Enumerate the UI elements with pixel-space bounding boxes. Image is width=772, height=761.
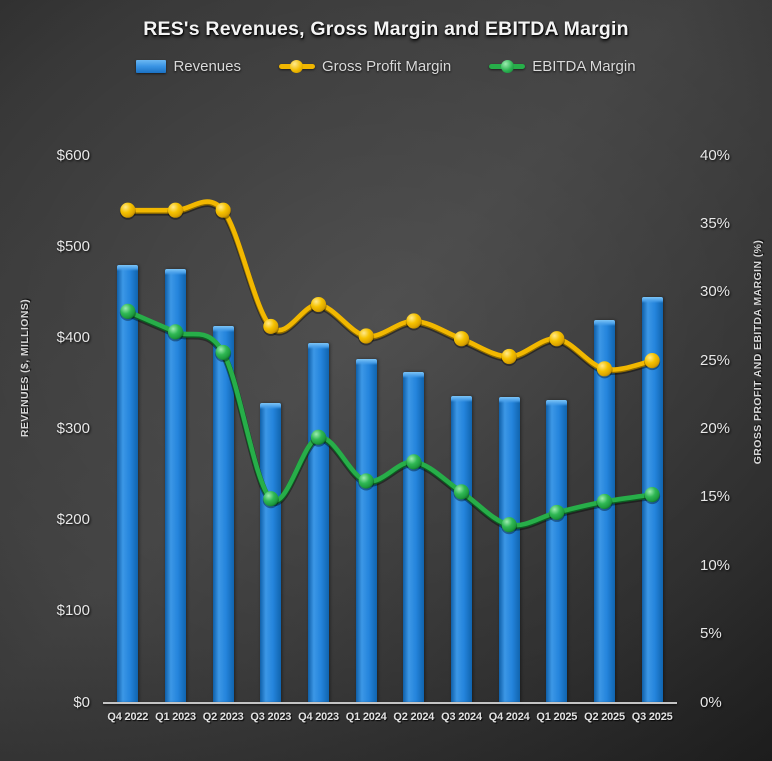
legend-label-gross-profit-margin: Gross Profit Margin	[321, 58, 452, 75]
revenue-bar	[594, 319, 615, 704]
legend-item-revenues: Revenues	[136, 58, 241, 75]
gross-margin-dot-icon	[290, 60, 304, 73]
revenue-bar	[212, 325, 234, 704]
left-axis-tick: $0	[73, 693, 90, 711]
line-marker	[406, 454, 422, 470]
line-marker	[549, 504, 565, 521]
legend-item-ebitda-margin: EBITDA Margin	[489, 58, 636, 75]
right-axis-tick: 15%	[700, 488, 731, 506]
line-marker	[406, 313, 422, 329]
right-axis-tick: 40%	[700, 146, 731, 164]
line-marker	[501, 517, 517, 533]
line-marker	[215, 202, 231, 218]
revenue-bar	[403, 372, 425, 704]
x-axis-label: Q1 2025	[536, 711, 578, 723]
line-marker	[167, 324, 184, 340]
revenues-bar-swatch-icon	[136, 60, 167, 73]
x-axis-label: Q4 2024	[488, 711, 530, 723]
x-axis-label: Q2 2023	[202, 711, 244, 723]
line-marker	[453, 484, 470, 500]
revenue-bar	[165, 269, 186, 704]
x-axis-label: Q3 2023	[250, 711, 292, 723]
x-axis-label: Q2 2025	[584, 711, 625, 723]
revenue-bar	[546, 399, 568, 704]
x-axis-label: Q4 2023	[298, 711, 339, 723]
line-marker	[596, 361, 613, 377]
legend: Revenues Gross Profit Margin EBITDA Marg…	[0, 58, 772, 75]
chart-title: RES's Revenues, Gross Margin and EBITDA …	[143, 18, 629, 40]
ebitda-line-swatch-icon	[489, 60, 526, 73]
right-axis-tick: 0%	[700, 693, 722, 711]
line-marker	[167, 202, 184, 218]
left-axis-tick: $600	[56, 146, 90, 164]
revenue-bar	[260, 402, 282, 704]
line-marker	[644, 487, 660, 503]
line-marker	[310, 296, 327, 313]
left-axis-tick: $200	[56, 511, 90, 529]
line-marker	[263, 318, 279, 335]
revenue-bar	[117, 264, 139, 704]
right-axis-tick: 30%	[700, 283, 731, 301]
left-axis-tick: $300	[56, 420, 90, 437]
line-marker	[453, 331, 470, 347]
legend-label-revenues: Revenues	[173, 58, 241, 75]
gross-margin-line-swatch-icon	[278, 60, 315, 73]
legend-label-ebitda-margin: EBITDA Margin	[532, 58, 636, 75]
legend-item-gross-profit-margin: Gross Profit Margin	[278, 58, 452, 75]
left-axis-tick: $100	[56, 602, 90, 620]
x-axis-label: Q1 2024	[345, 711, 387, 723]
line-marker	[644, 353, 660, 369]
line-marker	[358, 328, 374, 344]
line-marker	[263, 491, 279, 507]
line-marker	[501, 348, 517, 365]
ebitda-margin-line	[119, 303, 661, 535]
line-marker	[358, 473, 374, 489]
right-axis-tick: 5%	[700, 625, 722, 643]
x-axis-label: Q2 2024	[393, 711, 435, 723]
x-axis-line	[103, 702, 677, 704]
x-axis-label: Q1 2023	[155, 711, 196, 723]
line-marker	[549, 331, 565, 347]
line-marker	[120, 303, 136, 319]
gross-profit-margin-line	[119, 199, 661, 379]
ebitda-dot-icon	[500, 60, 514, 73]
line-marker	[596, 493, 613, 510]
x-axis-label: Q4 2022	[107, 711, 149, 723]
line-marker	[120, 202, 136, 218]
revenue-bar	[451, 396, 472, 704]
x-axis-label: Q3 2024	[441, 711, 482, 723]
right-axis-tick: 35%	[700, 214, 731, 232]
line-marker	[215, 344, 231, 361]
x-axis-label: Q3 2025	[631, 711, 673, 723]
revenue-bar	[355, 358, 377, 704]
left-axis-tick: $500	[56, 237, 90, 255]
right-axis-tick: 20%	[700, 420, 731, 437]
right-axis-tick: 10%	[700, 556, 731, 574]
revenue-bar	[498, 397, 520, 704]
right-axis-tick: 25%	[700, 351, 731, 369]
line-marker	[310, 429, 327, 445]
left-axis-tick: $400	[56, 328, 90, 346]
